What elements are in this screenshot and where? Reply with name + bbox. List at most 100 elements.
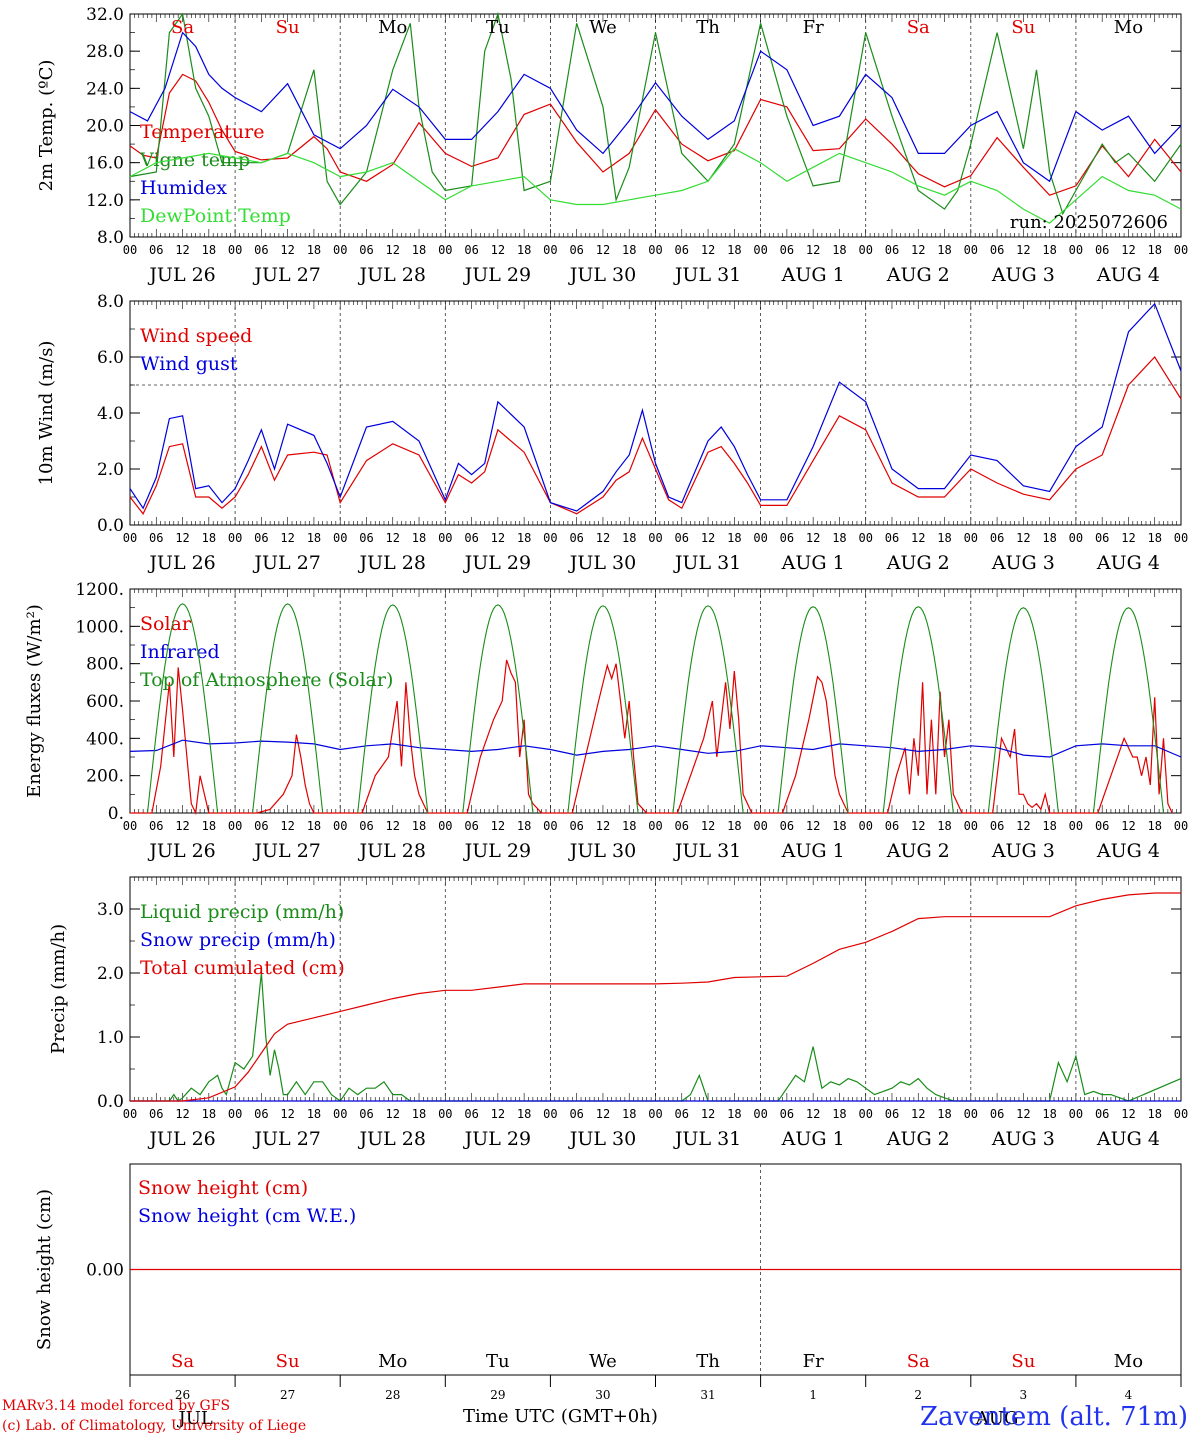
credit-line-2: (c) Lab. of Climatology, University of L… — [2, 1418, 307, 1434]
day-name: Mo — [378, 17, 407, 38]
day-name: Su — [1011, 1351, 1035, 1372]
hour-label: 06 — [780, 819, 794, 833]
hour-label: 00 — [753, 243, 767, 257]
date-label: JUL 29 — [463, 1128, 531, 1150]
hour-label: 12 — [491, 1107, 505, 1121]
hour-label: 00 — [1174, 819, 1188, 833]
panel-precip: 0.0 1.0 2.0 3.0 Precip (mm/h) Liquid precip (… — [48, 876, 1188, 1150]
hour-label: 18 — [832, 243, 846, 257]
date-label: AUG 3 — [991, 264, 1055, 286]
date-label: JUL 31 — [673, 264, 741, 286]
hour-label: 12 — [806, 531, 820, 545]
hour-label: 18 — [937, 819, 951, 833]
date-label: JUL 30 — [568, 1128, 636, 1150]
series-toa-solar-day — [252, 603, 324, 814]
hour-label: 00 — [123, 243, 137, 257]
day-name: Th — [696, 17, 720, 38]
hour-label: 06 — [675, 819, 689, 833]
date-label: AUG 3 — [991, 840, 1055, 862]
hour-label: 18 — [727, 243, 741, 257]
date-label: JUL 26 — [147, 552, 215, 574]
day-number: 28 — [385, 1388, 400, 1402]
date-label: AUG 1 — [781, 840, 845, 862]
hour-label: 12 — [1121, 819, 1135, 833]
date-label: JUL 28 — [358, 1128, 426, 1150]
legend-entry: Temperature — [140, 121, 264, 143]
hour-label: 12 — [911, 531, 925, 545]
hour-label: 00 — [753, 531, 767, 545]
hour-label: 00 — [858, 243, 872, 257]
y-tick-label: 2.0 — [97, 964, 124, 984]
hour-label: 06 — [254, 1107, 268, 1121]
date-label: JUL 26 — [147, 840, 215, 862]
hour-label: 18 — [1147, 243, 1161, 257]
date-label: AUG 4 — [1096, 1128, 1160, 1150]
hour-label: 06 — [1095, 243, 1109, 257]
hour-label: 00 — [228, 819, 242, 833]
hour-label: 12 — [491, 531, 505, 545]
hour-label: 18 — [307, 1107, 321, 1121]
hour-label: 06 — [1095, 531, 1109, 545]
day-name: We — [589, 1351, 617, 1372]
day-number: 31 — [700, 1388, 715, 1402]
hour-label: 00 — [543, 243, 557, 257]
hour-label: 18 — [622, 819, 636, 833]
hour-label: 12 — [280, 243, 294, 257]
hour-label: 06 — [149, 1107, 163, 1121]
hour-label: 00 — [228, 243, 242, 257]
hour-label: 12 — [911, 1107, 925, 1121]
hour-label: 18 — [1147, 531, 1161, 545]
hour-label: 18 — [1042, 243, 1056, 257]
date-label: JUL 29 — [463, 264, 531, 286]
legend-entry: Top of Atmosphere (Solar) — [140, 669, 393, 691]
y-tick-label: 16.0 — [86, 154, 124, 174]
hour-label: 18 — [1042, 819, 1056, 833]
date-label: AUG 2 — [886, 264, 950, 286]
series-wind-speed — [129, 356, 1182, 515]
date-label: JUL 30 — [568, 552, 636, 574]
hour-label: 00 — [228, 531, 242, 545]
date-label: JUL 29 — [463, 840, 531, 862]
hour-label: 00 — [438, 531, 452, 545]
hour-label: 12 — [491, 819, 505, 833]
legend-entry: Liquid precip (mm/h) — [140, 901, 344, 923]
y-tick-label: 0. — [108, 804, 124, 824]
date-label: JUL 27 — [252, 840, 320, 862]
hour-label: 18 — [517, 819, 531, 833]
series-toa-solar-day — [1092, 607, 1165, 814]
hour-label: 00 — [648, 531, 662, 545]
hour-label: 18 — [1042, 531, 1056, 545]
hour-label: 18 — [517, 1107, 531, 1121]
hour-label: 06 — [990, 1107, 1004, 1121]
plot-frame — [129, 300, 1182, 526]
hour-label: 06 — [359, 1107, 373, 1121]
y-tick-label: 6.0 — [97, 348, 124, 368]
hour-label: 18 — [202, 531, 216, 545]
day-name: Mo — [1114, 17, 1143, 38]
hour-label: 00 — [1069, 243, 1083, 257]
hour-label: 06 — [780, 531, 794, 545]
hour-label: 00 — [964, 531, 978, 545]
y-axis-title: Precip (mm/h) — [48, 924, 69, 1054]
hour-label: 00 — [858, 819, 872, 833]
hour-label: 12 — [911, 819, 925, 833]
series-toa-solar-day — [672, 605, 744, 814]
day-number: 29 — [490, 1388, 505, 1402]
y-tick-label: 0.0 — [97, 1092, 124, 1112]
legend-entry: Wind gust — [140, 353, 238, 375]
hour-label: 12 — [1121, 1107, 1135, 1121]
hour-label: 00 — [543, 1107, 557, 1121]
day-name: Mo — [1114, 1351, 1143, 1372]
run-label: run: 2025072606 — [1010, 212, 1168, 233]
hour-label: 00 — [543, 819, 557, 833]
y-tick-label: 200. — [86, 767, 124, 787]
hour-label: 00 — [333, 531, 347, 545]
hour-label: 12 — [596, 819, 610, 833]
day-name: Sa — [171, 1351, 194, 1372]
date-label: JUL 28 — [358, 840, 426, 862]
series-wind-gust — [129, 302, 1182, 512]
hour-label: 06 — [464, 243, 478, 257]
hour-label: 18 — [727, 819, 741, 833]
hour-label: 12 — [911, 243, 925, 257]
hour-label: 00 — [543, 531, 557, 545]
